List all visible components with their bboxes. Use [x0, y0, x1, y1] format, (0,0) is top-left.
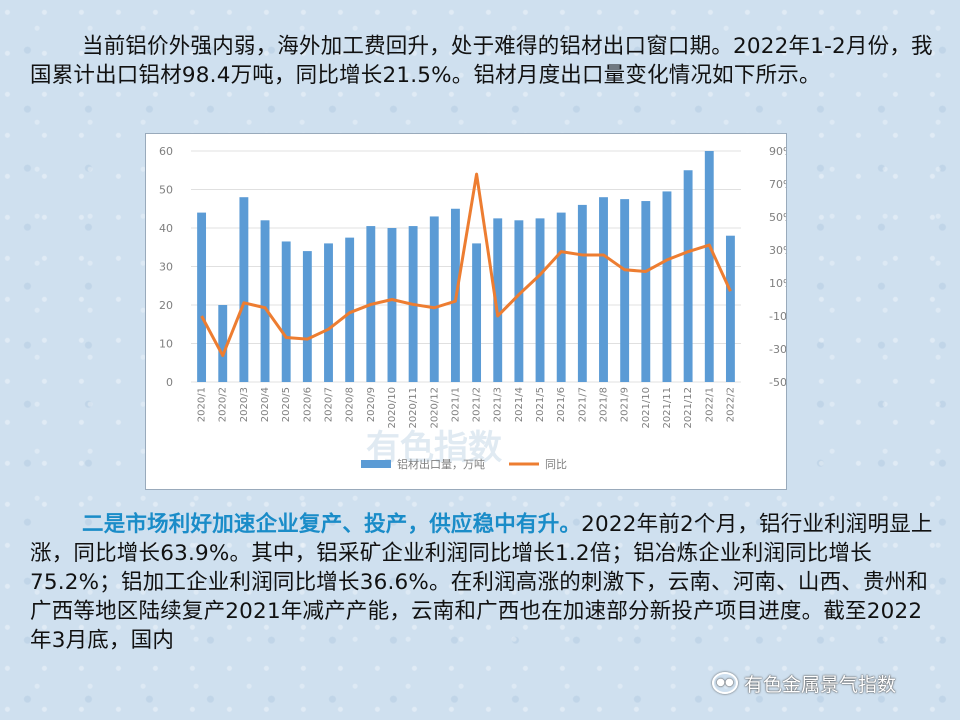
category-label: 2020/11 — [408, 387, 419, 429]
category-label: 2020/7 — [324, 387, 335, 422]
category-label: 2020/2 — [218, 387, 229, 422]
category-label: 2020/9 — [366, 387, 377, 422]
bar — [535, 218, 545, 382]
category-label: 2022/2 — [725, 387, 736, 422]
left-tick-label: 10 — [159, 338, 173, 351]
category-label: 2021/4 — [514, 387, 525, 422]
left-axis-labels: 0 10 20 30 40 50 60 — [159, 145, 173, 389]
bar — [472, 243, 482, 382]
chart-legend: 铝材出口量，万吨 同比 — [361, 457, 567, 471]
intro-paragraph: 当前铝价外强内弱，海外加工费回升，处于难得的铝材出口窗口期。2022年1-2月份… — [30, 34, 933, 88]
right-tick-label: 50% — [769, 211, 786, 224]
bar — [556, 212, 566, 382]
bar — [683, 170, 693, 382]
yoy-line — [200, 172, 732, 358]
right-tick-label: 70% — [769, 178, 786, 191]
category-label: 2021/12 — [683, 387, 694, 429]
chart-gridlines — [191, 150, 741, 383]
category-label: 2021/3 — [493, 387, 504, 422]
category-label: 2022/1 — [704, 387, 715, 422]
section-body: 2022年前2个月，铝行业利润明显上涨，同比增长63.9%。其中，铝采矿企业利润… — [30, 512, 933, 653]
category-label: 2021/9 — [620, 387, 631, 422]
bar — [577, 204, 587, 382]
left-tick-label: 0 — [166, 376, 173, 389]
bar — [641, 201, 651, 382]
category-label: 2021/5 — [535, 387, 546, 422]
category-label: 2021/11 — [662, 387, 673, 429]
category-label: 2021/2 — [472, 387, 483, 422]
wechat-icon: ●● — [712, 672, 738, 694]
category-label: 2020/3 — [239, 387, 250, 422]
legend-line-label: 同比 — [545, 458, 567, 471]
bar — [345, 237, 355, 382]
bar — [493, 218, 503, 382]
left-tick-label: 30 — [159, 261, 173, 274]
bar — [704, 151, 714, 382]
category-label: 2021/8 — [599, 387, 610, 422]
right-tick-label: 90% — [769, 145, 786, 158]
right-tick-label: 10% — [769, 277, 786, 290]
section-heading: 二是市场利好加速企业复产、投产，供应稳中有升。 — [82, 512, 582, 537]
bar — [620, 199, 630, 382]
section-paragraph: 二是市场利好加速企业复产、投产，供应稳中有升。2022年前2个月，铝行业利润明显… — [30, 510, 935, 655]
bar — [281, 241, 291, 382]
bar — [429, 216, 439, 382]
legend-bar-label: 铝材出口量，万吨 — [397, 457, 485, 471]
category-label: 2020/4 — [260, 387, 271, 422]
category-label: 2020/1 — [197, 387, 208, 422]
left-tick-label: 20 — [159, 299, 173, 312]
bar — [324, 243, 333, 382]
left-tick-label: 40 — [159, 222, 173, 235]
watermark-text: 有色金属景气指数 — [744, 673, 897, 696]
category-labels: 2020/1 2020/2 2020/3 2020/4 2020/5 2020/6 2020… — [197, 387, 737, 429]
category-label: 2020/6 — [302, 387, 313, 422]
right-tick-label: -10% — [769, 310, 786, 323]
legend-bar-swatch — [361, 460, 391, 468]
category-label: 2020/8 — [345, 387, 356, 422]
bar — [302, 251, 312, 382]
category-label: 2021/7 — [577, 387, 588, 422]
category-label: 2020/5 — [281, 387, 292, 422]
right-tick-label: -50% — [769, 376, 786, 389]
bar — [599, 197, 608, 382]
category-label: 2020/10 — [387, 387, 398, 429]
bar — [218, 305, 228, 382]
left-tick-label: 50 — [159, 184, 173, 197]
bar — [662, 191, 672, 382]
right-tick-label: 30% — [769, 244, 786, 257]
category-label: 2021/10 — [641, 387, 652, 429]
bar — [239, 197, 249, 382]
line-series — [200, 172, 732, 358]
bar — [514, 220, 524, 382]
category-label: 2020/12 — [429, 387, 440, 429]
bar — [197, 212, 207, 382]
left-tick-label: 60 — [159, 145, 173, 158]
source-watermark: ●● 有色金属景气指数 — [712, 668, 942, 698]
right-axis-labels: -50% -30% -10% 10% 30% 50% 70% 90% — [769, 145, 786, 389]
bar — [725, 235, 735, 382]
bar — [260, 220, 270, 382]
category-label: 2021/1 — [450, 387, 461, 422]
bar — [387, 228, 397, 382]
category-label: 2021/6 — [556, 387, 567, 422]
right-tick-label: -30% — [769, 343, 786, 356]
